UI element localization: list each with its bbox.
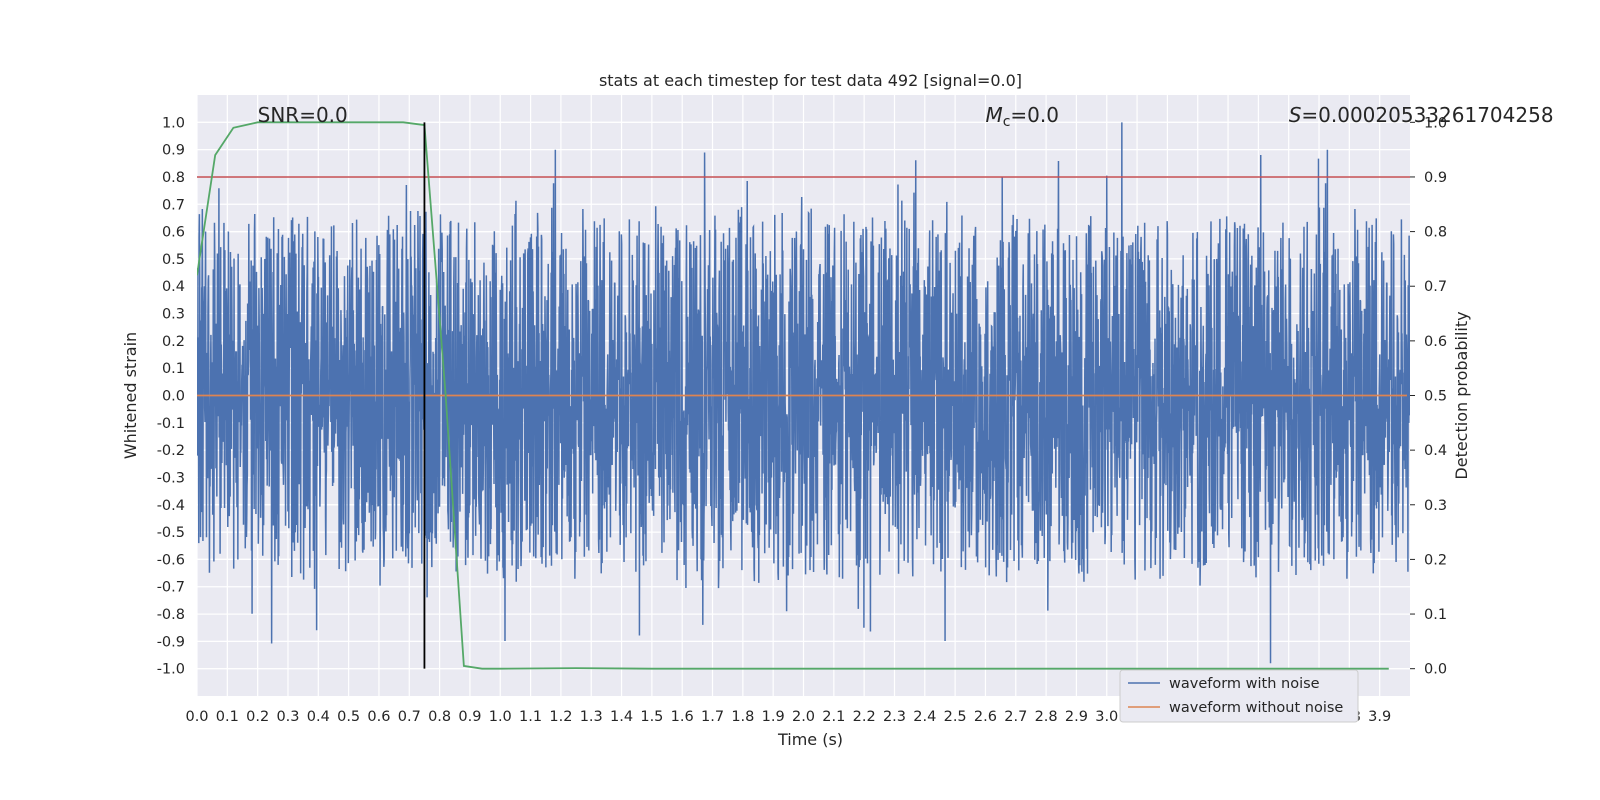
x-tick-label: 2.5	[944, 709, 967, 725]
x-tick-label: 2.8	[1035, 709, 1058, 725]
annotation-s-value: =0.00020533261704258	[1301, 103, 1553, 127]
annotation-mc-sub: c	[1003, 114, 1011, 130]
x-axis-label: Time (s)	[777, 730, 843, 749]
y2-ticks: 0.0 0.1 0.2 0.3 0.4 0.5 0.6 0.7 0.8 0.9 1.0	[1410, 115, 1447, 678]
annotation-s-symbol: S	[1289, 103, 1302, 127]
y-tick-label: -0.2	[157, 443, 185, 459]
x-tick-label: 0.2	[246, 709, 269, 725]
y2-axis-label: Detection probability	[1452, 311, 1471, 479]
x-tick-label: 2.2	[853, 709, 876, 725]
x-tick-label: 0.0	[185, 709, 208, 725]
x-tick-label: 1.2	[549, 709, 572, 725]
x-tick-label: 1.6	[671, 709, 694, 725]
x-tick-label: 0.7	[398, 709, 421, 725]
y-tick-label: 0.5	[162, 252, 185, 268]
y2-tick-label: 0.9	[1424, 170, 1447, 186]
y2-tick-label: 0.7	[1424, 279, 1447, 295]
x-tick-label: 0.8	[428, 709, 451, 725]
x-tick-label: 2.9	[1065, 709, 1088, 725]
y-tick-label: -0.7	[157, 580, 185, 596]
chart-title: stats at each timestep for test data 492…	[599, 71, 1022, 90]
plot-area	[197, 121, 1410, 670]
x-tick-label: 0.3	[276, 709, 299, 725]
y2-tick-label: 0.1	[1424, 607, 1447, 623]
annotation-mc-value: =0.0	[1010, 103, 1059, 127]
x-tick-label: 2.4	[913, 709, 936, 725]
x-tick-label: 3.9	[1368, 709, 1391, 725]
y-axis-label: Whitened strain	[121, 332, 140, 459]
y-tick-label: -0.4	[157, 498, 185, 514]
y-tick-label: 0.3	[162, 307, 185, 323]
x-tick-label: 0.4	[307, 709, 330, 725]
y-tick-label: -1.0	[157, 662, 185, 678]
x-tick-label: 1.3	[580, 709, 603, 725]
x-tick-label: 0.1	[216, 709, 239, 725]
y-tick-label: 1.0	[162, 115, 185, 131]
x-tick-label: 1.1	[519, 709, 542, 725]
annotation-chirp-mass: Mc=0.0	[985, 103, 1059, 130]
y2-tick-label: 0.5	[1424, 389, 1447, 405]
annotation-snr: SNR=0.0	[258, 103, 348, 127]
legend-box	[1119, 669, 1359, 723]
y-tick-label: 0.1	[162, 361, 185, 377]
y-tick-label: 0.7	[162, 197, 185, 213]
y2-tick-label: 1.0	[1424, 115, 1447, 131]
y-tick-label: -0.3	[157, 470, 185, 486]
y2-tick-label: 0.0	[1424, 662, 1447, 678]
x-tick-label: 3.0	[1095, 709, 1118, 725]
x-tick-label: 1.9	[762, 709, 785, 725]
x-tick-label: 1.8	[731, 709, 754, 725]
x-tick-label: 1.5	[640, 709, 663, 725]
x-tick-label: 2.7	[1004, 709, 1027, 725]
series-detection-probability	[197, 121, 1389, 670]
legend-label-clean: waveform without noise	[1169, 700, 1343, 716]
y-ticks: -1.0 -0.9 -0.8 -0.7 -0.6 -0.5 -0.4 -0.3 -0.2 -0.1…	[157, 115, 185, 677]
x-tick-label: 2.0	[792, 709, 815, 725]
x-tick-label: 2.3	[883, 709, 906, 725]
y-tick-label: 0.6	[162, 225, 185, 241]
y-tick-label: 0.9	[162, 143, 185, 159]
x-tick-label: 2.1	[822, 709, 845, 725]
y2-tick-label: 0.6	[1424, 334, 1447, 350]
y-tick-label: 0.2	[162, 334, 185, 350]
y-tick-label: -0.1	[157, 416, 185, 432]
y-tick-label: -0.5	[157, 525, 185, 541]
x-tick-label: 0.5	[337, 709, 360, 725]
x-tick-label: 0.9	[458, 709, 481, 725]
y-tick-label: -0.8	[157, 607, 185, 623]
y-tick-label: -0.6	[157, 552, 185, 568]
annotation-score: S=0.00020533261704258	[1289, 103, 1554, 127]
y2-tick-label: 0.8	[1424, 225, 1447, 241]
x-tick-label: 1.0	[489, 709, 512, 725]
y2-tick-label: 0.3	[1424, 498, 1447, 514]
y-tick-label: 0.8	[162, 170, 185, 186]
legend-label-noise: waveform with noise	[1169, 676, 1320, 692]
y-tick-label: 0.4	[162, 279, 185, 295]
x-tick-label: 1.7	[701, 709, 724, 725]
x-tick-label: 0.6	[367, 709, 390, 725]
y2-tick-label: 0.4	[1424, 443, 1447, 459]
y2-tick-label: 0.2	[1424, 552, 1447, 568]
y-tick-label: -0.9	[157, 634, 185, 650]
annotation-mc-symbol: M	[985, 103, 1002, 127]
x-tick-label: 1.4	[610, 709, 633, 725]
y-tick-label: 0.0	[162, 389, 185, 405]
x-tick-label: 2.6	[974, 709, 997, 725]
legend: waveform with noise waveform without noi…	[1119, 669, 1359, 723]
